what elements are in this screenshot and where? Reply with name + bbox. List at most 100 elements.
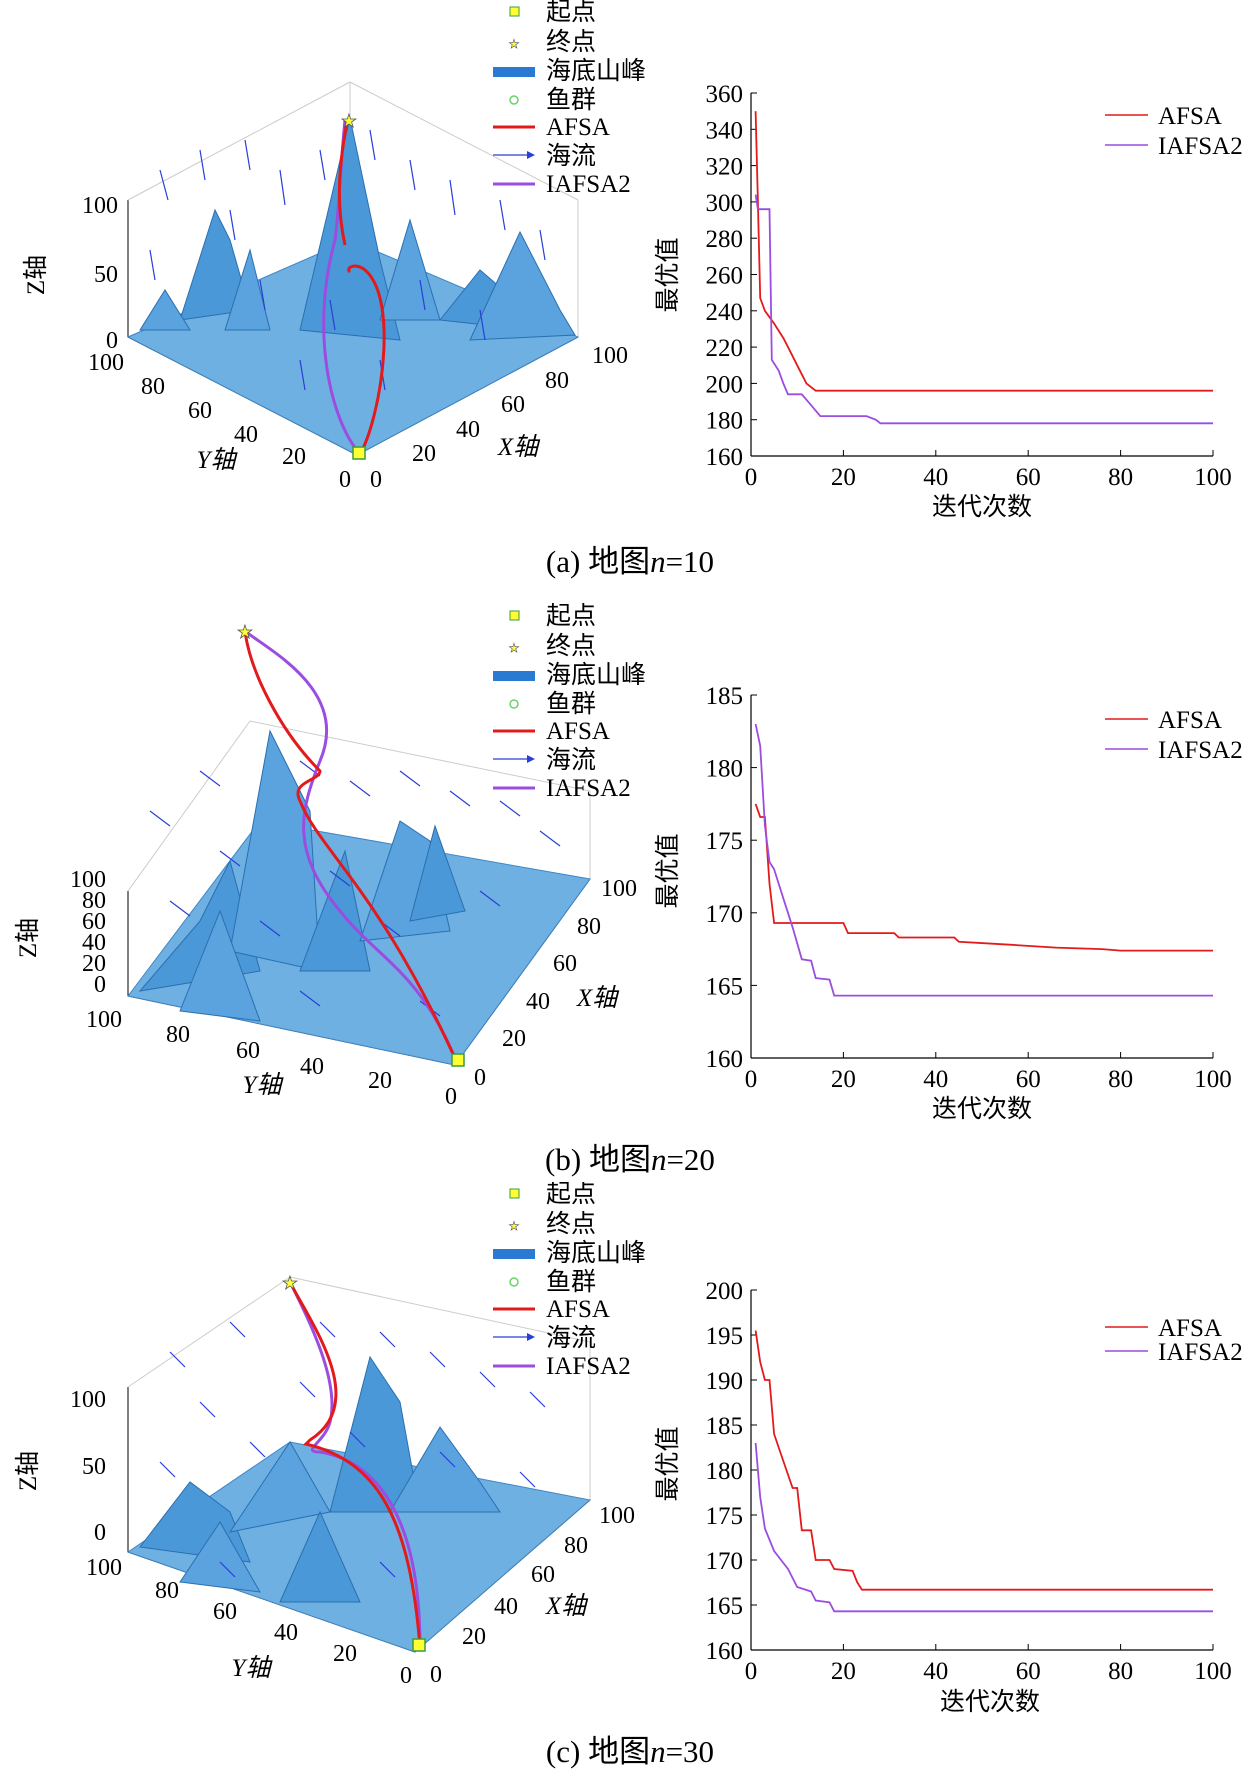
x-tick-label: 60 [1016, 1658, 1041, 1685]
terrain-peak [224, 248, 271, 331]
plot-legend: AFSA IAFSA2 [1105, 103, 1243, 160]
y-tick: 40 [234, 422, 258, 448]
back-grid-line [127, 720, 251, 892]
y-tick: 80 [141, 374, 165, 400]
y-tick-label: 300 [706, 190, 744, 217]
legend-label: IAFSA2 [546, 775, 631, 802]
y-axis-label: Y轴 [232, 1655, 274, 1682]
terrain-peak [279, 1510, 361, 1603]
terrain-peak [179, 208, 251, 321]
y-tick-label: 185 [706, 683, 744, 710]
scene3d-c: ★ 100 50 0 Z轴 100 80 60 40 20 0 Y轴 0 20 … [14, 1180, 646, 1689]
back-grid-line [127, 81, 351, 201]
x-tick: 60 [501, 392, 525, 418]
caption-var: n [650, 544, 666, 579]
z-tick: 50 [82, 1454, 106, 1480]
x-tick-label: 60 [1016, 1066, 1041, 1093]
series-group [754, 111, 1213, 425]
y-tick-label: 170 [706, 901, 744, 928]
x-tick: 100 [601, 876, 637, 902]
y-tick: 60 [188, 398, 212, 424]
scene3d-b: ★ 100 80 60 40 20 0 Z轴 100 80 60 40 20 0… [14, 602, 646, 1110]
caption-prefix: (a) 地图 [546, 544, 650, 579]
x-ticks: 0 20 40 60 80 100 [745, 1052, 1232, 1093]
z-axis-label: Z轴 [22, 255, 50, 295]
plot-legend: AFSA IAFSA2 [1105, 707, 1243, 764]
y-tick: 100 [88, 350, 124, 376]
x-tick: 80 [577, 914, 601, 940]
series-line-iafsa2 [754, 194, 1213, 425]
caption-var: n [650, 1734, 666, 1769]
panel-a: ★ 100 50 0 Z轴 100 80 60 40 20 0 Y轴 0 20 … [0, 0, 1260, 591]
legend-fish-icon [509, 699, 519, 709]
y-tick: 100 [86, 1007, 122, 1033]
legend-start-icon [509, 6, 520, 17]
terrain-peak [179, 909, 261, 1022]
z-tick: 0 [106, 328, 118, 354]
y-tick-label: 320 [706, 154, 744, 181]
end-marker: ★ [237, 622, 253, 642]
x-tick-label: 40 [923, 1658, 948, 1685]
legend-end-icon: ★ [509, 641, 520, 655]
ylabel: 最优值 [654, 237, 682, 312]
x-tick: 20 [462, 1624, 486, 1650]
legend-label: IAFSA2 [546, 171, 631, 198]
y-tick-label: 360 [706, 81, 744, 108]
z-tick: 20 [82, 951, 106, 977]
legend-label: 鱼群 [546, 1268, 596, 1296]
legend-label: 终点 [546, 632, 596, 660]
xlabel: 迭代次数 [932, 1095, 1032, 1123]
xlabel: 迭代次数 [940, 1688, 1040, 1716]
y-tick-label: 180 [706, 756, 744, 783]
y-tick: 20 [333, 1641, 357, 1667]
z-tick: 50 [94, 262, 118, 288]
z-axis-label: Z轴 [14, 918, 42, 958]
legend-label: 鱼群 [546, 86, 596, 114]
legend-label: 终点 [546, 1210, 596, 1238]
x-tick-label: 60 [1016, 464, 1041, 491]
y-tick: 60 [213, 1599, 237, 1625]
y-tick-label: 190 [706, 1368, 744, 1395]
x-ticks: 0 20 40 60 80 100 [745, 1644, 1232, 1685]
x-tick-label: 40 [923, 464, 948, 491]
caption: (a) 地图n=10 [546, 544, 714, 579]
x-tick-label: 80 [1108, 1658, 1133, 1685]
y-tick-label: 280 [706, 226, 744, 253]
x-tick: 40 [494, 1594, 518, 1620]
panel-b: ★ 100 80 60 40 20 0 Z轴 100 80 60 40 20 0… [0, 591, 1260, 1182]
x-tick: 60 [531, 1562, 555, 1588]
z-tick: 0 [94, 1520, 106, 1546]
y-ticks: 160 165 170 175 180 185 190 195 200 [706, 1278, 757, 1665]
y-ticks: 160 165 170 175 180 185 [706, 683, 757, 1073]
x-tick: 0 [430, 1662, 442, 1688]
legend-label: 海底山峰 [546, 57, 646, 85]
legend-current-arrow [527, 151, 535, 159]
caption-suffix: =30 [666, 1734, 714, 1769]
scene-legend: 起点 ★ 终点 海底山峰 鱼群 AFSA 海流 IAFSA2 [493, 0, 646, 198]
ocean-currents [149, 760, 561, 1017]
legend-label: 起点 [546, 0, 596, 26]
terrain-peak [379, 218, 441, 321]
x-tick-label: 0 [745, 1066, 758, 1093]
y-tick-label: 200 [706, 1278, 744, 1305]
caption-suffix: =20 [666, 1142, 714, 1177]
x-tick-label: 20 [831, 1066, 856, 1093]
afsa-path [347, 264, 386, 455]
series-line-afsa [754, 803, 1213, 952]
y-tick-label: 260 [706, 263, 744, 290]
y-tick-label: 180 [706, 1458, 744, 1485]
convergence-plot-b: 160 165 170 175 180 185 0 20 40 60 80 100 最优值 迭代次数… [654, 683, 1243, 1123]
x-tick-label: 100 [1194, 1658, 1232, 1685]
x-tick-label: 20 [831, 464, 856, 491]
x-axis-label: X轴 [545, 1593, 589, 1620]
back-grid-line [249, 720, 591, 792]
x-tick-label: 80 [1108, 464, 1133, 491]
caption-prefix: (c) 地图 [546, 1734, 650, 1769]
x-tick: 0 [370, 467, 382, 493]
x-tick: 40 [456, 417, 480, 443]
start-marker [451, 1053, 465, 1067]
x-tick-label: 20 [831, 1658, 856, 1685]
legend-peak-icon [493, 67, 535, 77]
legend-label: 鱼群 [546, 690, 596, 718]
x-tick: 0 [474, 1065, 486, 1091]
